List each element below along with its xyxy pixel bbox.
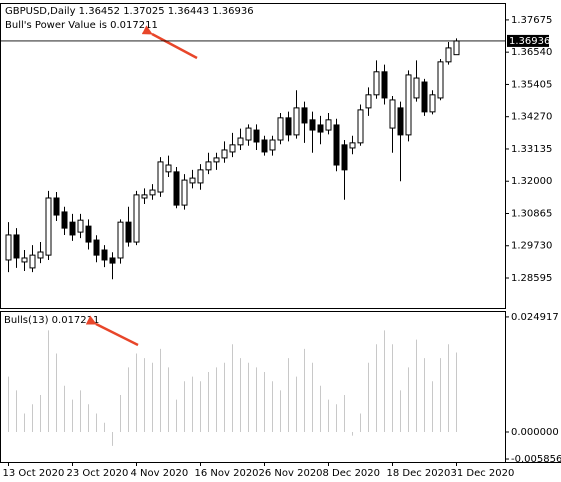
- candle-body: [149, 189, 156, 196]
- candle-body: [421, 81, 428, 113]
- y-tick-label: 0.024917: [511, 312, 559, 323]
- candle-body: [93, 239, 100, 256]
- candle-body: [229, 144, 236, 153]
- arrow: [85, 315, 139, 347]
- annotation: Bull's Power Value is 0.017211: [5, 20, 158, 31]
- candle-body: [141, 194, 148, 199]
- candle-body: [157, 161, 164, 193]
- candle-body: [389, 99, 396, 129]
- y-tick-label: 1.29730: [511, 241, 552, 252]
- candle-body: [293, 107, 300, 136]
- candle-body: [269, 139, 276, 151]
- candle-body: [237, 137, 244, 146]
- candle-body: [373, 71, 380, 96]
- candle-body: [317, 124, 324, 133]
- candle-body: [77, 219, 84, 233]
- candle-body: [245, 127, 252, 141]
- candle-body: [29, 254, 36, 269]
- candle-body: [341, 144, 348, 171]
- candle-body: [357, 109, 364, 144]
- candle-body: [429, 94, 436, 113]
- candle-body: [213, 157, 220, 163]
- candle-body: [205, 161, 212, 171]
- candle-body: [397, 107, 404, 136]
- candle-body: [405, 74, 412, 136]
- candle-body: [365, 94, 372, 109]
- candle-body: [333, 124, 340, 166]
- x-tick-label: 8 Dec 2020: [323, 468, 381, 479]
- candle-body: [125, 221, 132, 243]
- y-tick-label: 1.36540: [511, 47, 552, 58]
- candle-body: [165, 164, 172, 173]
- chart-title: GBPUSD,Daily 1.36452 1.37025 1.36443 1.3…: [5, 6, 254, 17]
- last-price-label: 1.36936: [509, 36, 550, 47]
- x-tick-label: 23 Oct 2020: [67, 468, 129, 479]
- candle-body: [453, 40, 460, 56]
- candle-body: [445, 47, 452, 63]
- y-tick-label: 1.30865: [511, 208, 552, 219]
- candle-body: [301, 107, 308, 124]
- candle-body: [133, 194, 140, 243]
- candle-body: [381, 71, 388, 99]
- candle-body: [253, 129, 260, 143]
- candle-body: [45, 197, 52, 256]
- candle-body: [117, 221, 124, 259]
- y-tick-label: 0.000000: [511, 427, 559, 438]
- plot: [5, 38, 460, 446]
- candle-body: [309, 119, 316, 131]
- candle-body: [413, 77, 420, 99]
- x-tick-label: 31 Dec 2020: [451, 468, 515, 479]
- candle-body: [69, 221, 76, 236]
- candle-body: [285, 117, 292, 136]
- x-tick-label: 18 Dec 2020: [387, 468, 451, 479]
- candle-body: [61, 211, 68, 229]
- candle-body: [5, 234, 12, 261]
- arrow: [141, 25, 198, 60]
- candle-body: [437, 61, 444, 99]
- candle-body: [13, 234, 20, 259]
- y-tick-label: -0.005856: [511, 454, 561, 465]
- candle-body: [21, 257, 28, 263]
- candle-body: [109, 257, 116, 264]
- y-tick-label: 1.37675: [511, 15, 552, 26]
- x-tick-label: 4 Nov 2020: [131, 468, 189, 479]
- y-tick-label: 1.34270: [511, 112, 552, 123]
- candle-body: [197, 169, 204, 184]
- candle-body: [53, 197, 60, 216]
- candle-body: [325, 119, 332, 131]
- x-tick-label: 13 Oct 2020: [3, 468, 65, 479]
- candle-body: [277, 117, 284, 141]
- y-tick-label: 1.32000: [511, 176, 552, 187]
- candle-body: [85, 225, 92, 243]
- y-tick-label: 1.33135: [511, 144, 552, 155]
- y-tick-label: 1.28595: [511, 273, 552, 284]
- indicator-panel: [0, 311, 506, 463]
- candle-body: [349, 142, 356, 149]
- candle-body: [189, 177, 196, 184]
- last-price-box: [507, 34, 549, 47]
- candle-body: [101, 249, 108, 261]
- x-tick-label: 26 Nov 2020: [259, 468, 323, 479]
- main-panel: [0, 3, 506, 309]
- indicator-title: Bulls(13) 0.017211: [4, 315, 99, 326]
- candle-body: [261, 139, 268, 153]
- y-tick-label: 1.35405: [511, 79, 552, 90]
- candle-body: [221, 149, 228, 159]
- candle-body: [173, 171, 180, 206]
- x-tick-label: 16 Nov 2020: [195, 468, 259, 479]
- candle-body: [37, 251, 44, 259]
- candle-body: [181, 179, 188, 206]
